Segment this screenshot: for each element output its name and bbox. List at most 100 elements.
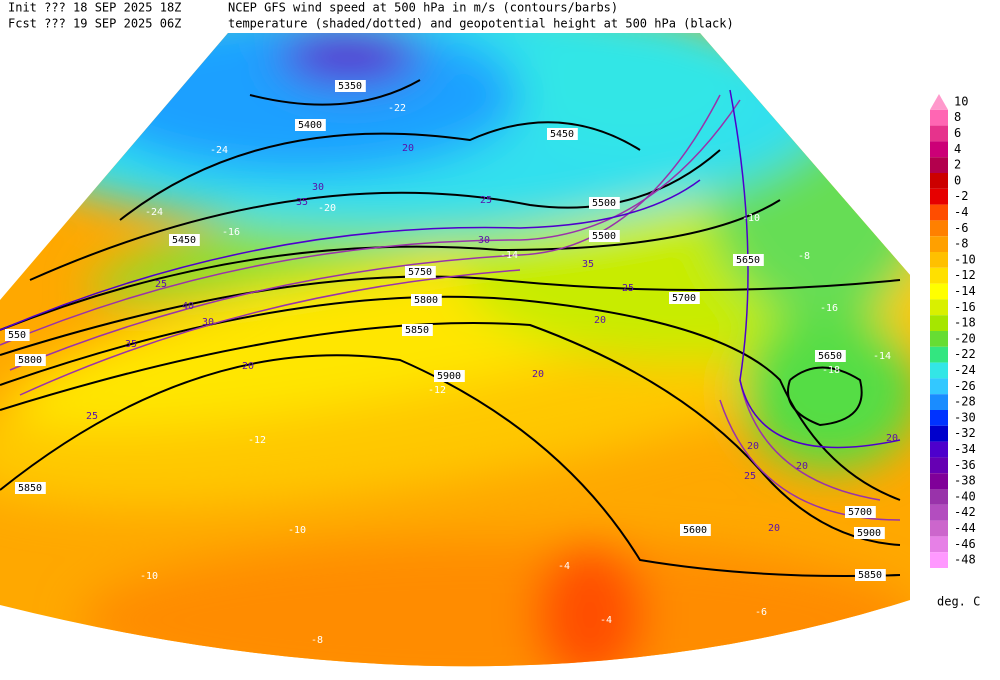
label-box: [589, 230, 620, 242]
colorbar-label: 8: [954, 110, 961, 124]
wind-contours-strong: [0, 89, 901, 449]
wind-label: 25: [622, 283, 634, 294]
temp-label: -24: [145, 207, 163, 218]
colorbar-swatch: [930, 125, 948, 142]
colorbar-label: -4: [954, 205, 968, 219]
wind-label: 20: [532, 369, 544, 380]
temp-label: -14: [500, 250, 518, 261]
height-label: 5850: [858, 570, 882, 581]
colorbar-swatch: [930, 457, 948, 474]
colorbar-swatch: [930, 236, 948, 252]
colorbar-swatch: [930, 552, 948, 568]
wind-label: 25: [155, 279, 167, 290]
fcst-text: Fcst ??? 19 SEP 2025 06Z: [8, 17, 181, 31]
colorbar-label: 4: [954, 142, 961, 156]
wind-contours: [0, 94, 901, 521]
label-box: [855, 569, 886, 581]
colorbar-swatch: [930, 299, 948, 316]
temp-label: -4: [600, 615, 612, 626]
colorbar-label: -36: [954, 458, 976, 472]
height-label: 5400: [298, 120, 322, 131]
colorbar-swatch: [930, 204, 948, 221]
label-box: [295, 119, 326, 131]
wind-label: 35: [125, 339, 137, 350]
label-box: [854, 527, 885, 539]
colorbar-swatch: [930, 362, 948, 379]
height-label: 5600: [683, 525, 707, 536]
colorbar-label: 0: [954, 173, 961, 187]
label-box: [669, 292, 700, 304]
label-box: [434, 370, 465, 382]
colorbar-swatch: [930, 410, 948, 426]
height-label: 5850: [405, 325, 429, 336]
wind-label: 35: [582, 259, 594, 270]
height-label: 5800: [18, 355, 42, 366]
label-box: [405, 266, 436, 278]
height-label: 550: [8, 330, 26, 341]
colorbar-label: -20: [954, 331, 976, 345]
colorbar-label: 2: [954, 158, 961, 172]
label-box: [402, 324, 433, 336]
wind-label: 25: [86, 411, 98, 422]
wind-label: 25: [480, 195, 492, 206]
height-label: 5700: [672, 293, 696, 304]
map-labels: 5350 5400 5450 5500 5450 5500 5650 5700 5650 5750…: [5, 80, 898, 646]
temp-label: -20: [318, 203, 336, 214]
temp-label: -8: [311, 635, 323, 646]
height-label: 5500: [592, 198, 616, 209]
label-box: [335, 80, 366, 92]
wind-label: 20: [796, 461, 808, 472]
colorbar-label: -44: [954, 521, 976, 535]
colorbar-label: -48: [954, 553, 976, 567]
colorbar-label: -40: [954, 489, 976, 503]
colorbar-label: -6: [954, 221, 968, 235]
label-box: [15, 354, 46, 366]
colorbar-unit: deg. C: [937, 595, 980, 609]
temp-label: -16: [820, 303, 838, 314]
colorbar-label: -24: [954, 363, 976, 377]
height-label: 5750: [408, 267, 432, 278]
height-label: 5650: [818, 351, 842, 362]
colorbar-label: -10: [954, 252, 976, 266]
temp-label: -6: [755, 607, 767, 618]
colorbar-label: -22: [954, 347, 976, 361]
wind-label: 30: [478, 235, 490, 246]
wind-label: 20: [768, 523, 780, 534]
title-line-2: temperature (shaded/dotted) and geopoten…: [228, 17, 734, 31]
colorbar-label: -12: [954, 268, 976, 282]
colorbar-swatch: [930, 425, 948, 442]
temp-label: -12: [428, 385, 446, 396]
wind-label: 20: [402, 143, 414, 154]
temp-label: -10: [288, 525, 306, 536]
colorbar-label: -28: [954, 395, 976, 409]
colorbar-swatch: [930, 173, 948, 189]
height-label: 5900: [437, 371, 461, 382]
height-label: 5350: [338, 81, 362, 92]
colorbar-swatch: [930, 157, 948, 173]
colorbar-swatch: [930, 267, 948, 284]
colorbar-swatch: [930, 331, 948, 347]
colorbar-label: -18: [954, 316, 976, 330]
colorbar-label: -16: [954, 300, 976, 314]
label-box: [547, 128, 578, 140]
colorbar-label: 10: [954, 94, 968, 108]
colorbar-label: -26: [954, 379, 976, 393]
height-label: 5650: [736, 255, 760, 266]
colorbar: 10 8 6 4 20 -2 -4 -6 -8-10 -12 -14 -16 -18-20 -22 -24 -…: [930, 94, 976, 568]
wind-label: 20: [886, 433, 898, 444]
height-label: 5450: [550, 129, 574, 140]
colorbar-swatch: [930, 378, 948, 395]
wind-label: 40: [182, 301, 194, 312]
height-label: 5850: [18, 483, 42, 494]
temp-label: -12: [248, 435, 266, 446]
label-box: [411, 294, 442, 306]
temp-label: -16: [222, 227, 240, 238]
wind-label: 25: [744, 471, 756, 482]
colorbar-label: -34: [954, 442, 976, 456]
colorbar-swatch: [930, 346, 948, 363]
label-box: [733, 254, 764, 266]
wind-label: 30: [312, 182, 324, 193]
temp-label: -4: [558, 561, 570, 572]
